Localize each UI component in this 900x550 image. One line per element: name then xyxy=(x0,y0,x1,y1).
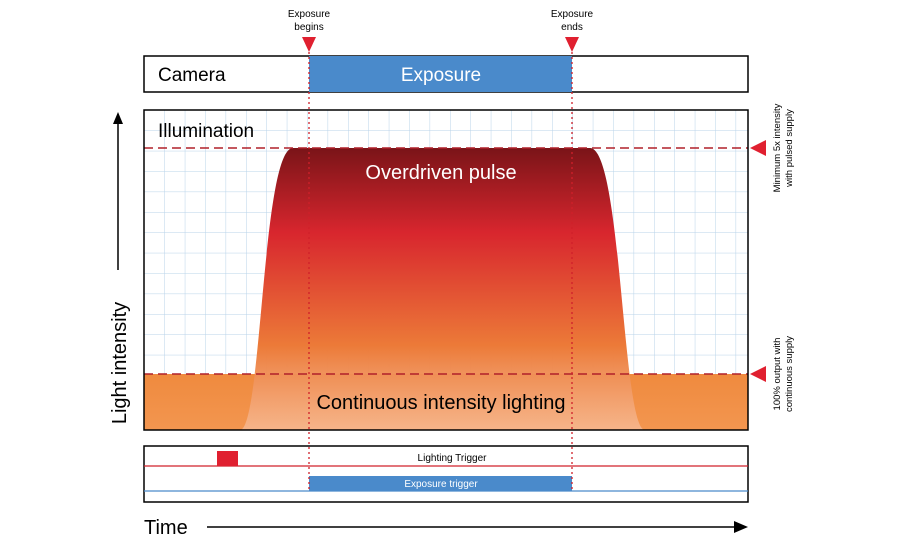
side-note-continuous-line2: continuous supply xyxy=(784,336,795,412)
exposure-begins-label-line2: begins xyxy=(294,22,323,33)
illumination-panel: Illumination Overdriven pulse Continuous… xyxy=(143,109,749,431)
pulsed-pointer-triangle-icon xyxy=(750,140,766,156)
trigger-panel: Lighting Trigger Exposure trigger xyxy=(143,445,749,503)
exposure-begins-marker: Exposure begins xyxy=(288,9,331,52)
exposure-ends-triangle-icon xyxy=(565,37,579,52)
exposure-trigger-label: Exposure trigger xyxy=(404,479,478,490)
exposure-begins-label-line1: Exposure xyxy=(288,9,331,20)
exposure-ends-label-line1: Exposure xyxy=(551,9,594,20)
camera-exposure-bar xyxy=(309,56,572,92)
lighting-trigger-pulse xyxy=(217,451,238,466)
trigger-panel-box xyxy=(143,445,749,503)
x-axis-arrowhead-icon xyxy=(734,521,748,533)
y-axis: Light intensity xyxy=(109,112,131,424)
y-axis-arrowhead-icon xyxy=(113,112,123,124)
x-axis-label: Time xyxy=(144,517,188,539)
side-note-continuous-line1: 100% output with xyxy=(772,338,783,411)
camera-exposure-label: Exposure xyxy=(401,65,481,86)
exposure-begins-triangle-icon xyxy=(302,37,316,52)
camera-label: Camera xyxy=(158,65,226,86)
continuous-lighting-label: Continuous intensity lighting xyxy=(316,392,565,414)
overdriven-pulse-shape xyxy=(240,148,645,430)
illumination-frame xyxy=(143,109,749,431)
exposure-trigger-pulse xyxy=(309,476,572,491)
continuous-pointer-triangle-icon xyxy=(750,366,766,382)
exposure-ends-marker: Exposure ends xyxy=(551,9,594,52)
y-axis-label: Light intensity xyxy=(109,302,131,424)
x-axis: Time xyxy=(144,517,748,539)
side-note-pulsed: Minimum 5x intensity with pulsed supply xyxy=(750,103,795,192)
illumination-label: Illumination xyxy=(158,121,254,142)
exposure-ends-label-line2: ends xyxy=(561,22,583,33)
side-note-continuous: 100% output with continuous supply xyxy=(750,336,795,412)
overdriven-pulse-label: Overdriven pulse xyxy=(365,162,516,184)
side-note-pulsed-line1: Minimum 5x intensity xyxy=(772,103,783,192)
lighting-trigger-label: Lighting Trigger xyxy=(418,453,488,464)
camera-row: Camera Exposure xyxy=(143,55,749,93)
side-note-pulsed-line2: with pulsed supply xyxy=(784,109,795,188)
